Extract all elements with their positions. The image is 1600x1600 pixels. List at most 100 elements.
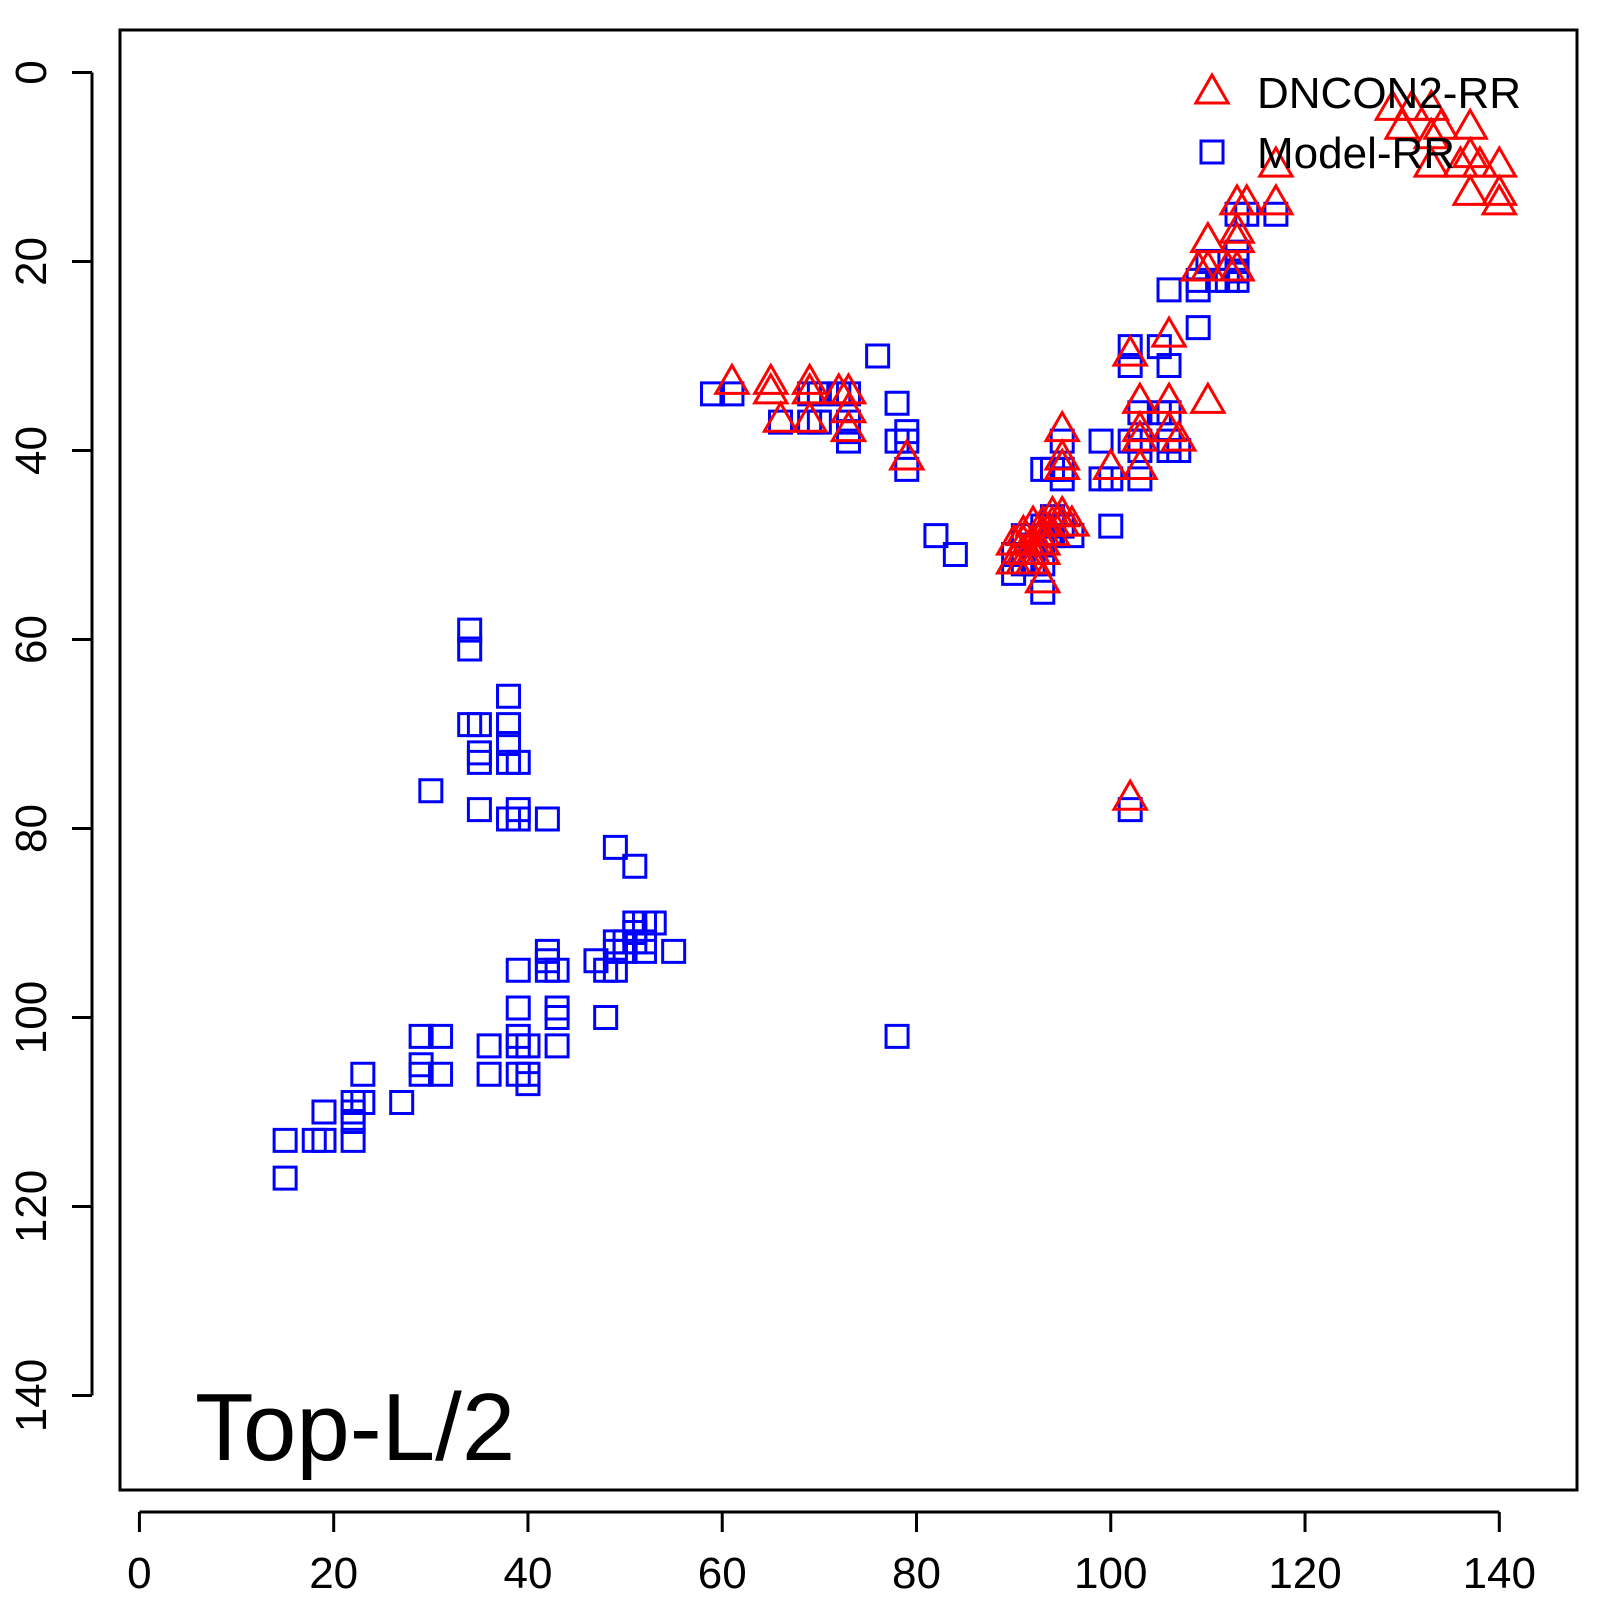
dncon2-rr-point xyxy=(1461,145,1499,178)
model-rr-point xyxy=(1117,352,1143,378)
model-rr-point xyxy=(1127,466,1153,492)
model-rr-point xyxy=(428,1061,454,1087)
model-rr-point xyxy=(865,343,891,369)
legend-label-dncon2-rr: DNCON2-RR xyxy=(1257,69,1521,118)
model-rr-point xyxy=(476,1033,502,1059)
model-rr-point xyxy=(534,806,560,832)
dncon2-rr-point xyxy=(713,362,751,395)
y-tick-label: 140 xyxy=(7,1359,56,1432)
dncon2-rr-point xyxy=(1024,523,1062,556)
y-tick-label: 100 xyxy=(7,981,56,1054)
model-rr-point xyxy=(544,957,570,983)
model-rr-point xyxy=(1263,201,1289,227)
model-rr-point xyxy=(622,853,648,879)
model-rr-point xyxy=(476,1061,502,1087)
x-axis: 0 20 40 60 80 100 120 140 xyxy=(127,1510,1536,1598)
model-rr-point xyxy=(350,1061,376,1087)
model-rr-point xyxy=(1224,267,1250,293)
model-rr-point xyxy=(311,1099,337,1125)
model-rr-point xyxy=(428,1023,454,1049)
dncon2-rr-point xyxy=(1043,447,1081,480)
x-tick-label: 60 xyxy=(698,1549,747,1598)
model-rr-point xyxy=(505,995,531,1021)
legend-label-model-rr: Model-RR xyxy=(1257,129,1455,178)
model-rr-point xyxy=(311,1127,337,1153)
dncon2-rr-point xyxy=(1383,107,1421,140)
dncon2-rr-point xyxy=(1393,88,1431,121)
model-rr-point xyxy=(544,995,570,1021)
model-rr-point xyxy=(466,797,492,823)
y-tick-label: 60 xyxy=(7,615,56,664)
dncon2-rr-point xyxy=(829,409,868,443)
dncon2-rr-point xyxy=(1092,447,1130,480)
model-rr-point xyxy=(1185,315,1211,341)
x-tick-label: 100 xyxy=(1074,1549,1147,1598)
model-rr-point xyxy=(418,778,444,804)
model-rr-point xyxy=(505,806,531,832)
model-rr-point xyxy=(505,749,531,775)
legend-marker-model-rr xyxy=(1199,139,1225,165)
dncon2-rr-point xyxy=(761,400,800,433)
model-rr-point xyxy=(661,938,687,964)
x-tick-label: 0 xyxy=(127,1549,151,1598)
model-rr-point xyxy=(593,1005,619,1031)
model-rr-point xyxy=(602,834,628,860)
model-rr-point xyxy=(884,1023,910,1049)
model-rr-point xyxy=(641,910,667,936)
model-rr-point xyxy=(1049,428,1075,454)
data-points xyxy=(272,88,1519,1191)
dncon2-rr-point xyxy=(1043,437,1081,471)
y-tick-label: 40 xyxy=(7,426,56,475)
x-tick-label: 80 xyxy=(892,1549,941,1598)
dncon2-rr-point xyxy=(1111,334,1149,367)
dncon2-rr-point xyxy=(1412,145,1451,178)
legend: DNCON2-RR Model-RR xyxy=(1193,69,1521,178)
dncon2-rr-point xyxy=(1179,248,1217,282)
model-rr-point xyxy=(1098,513,1124,539)
model-rr-point xyxy=(272,1127,298,1153)
dncon2-rr-point xyxy=(1121,447,1159,480)
dncon2-rr-point xyxy=(1150,315,1188,348)
model-rr-point xyxy=(719,381,745,407)
dncon2-rr-point xyxy=(829,371,868,405)
model-rr-point xyxy=(544,1005,570,1031)
dncon2-rr-point xyxy=(1208,248,1247,282)
model-rr-point xyxy=(1156,277,1182,303)
model-rr-point xyxy=(894,456,920,482)
x-tick-label: 120 xyxy=(1268,1549,1341,1598)
plot-frame xyxy=(118,28,1579,1492)
y-tick-label: 20 xyxy=(7,237,56,286)
y-axis: 0 20 40 60 80 100 120 140 xyxy=(7,60,94,1432)
dncon2-rr-point xyxy=(1189,381,1227,414)
dncon2-rr-point xyxy=(1422,107,1460,140)
dncon2-rr-point xyxy=(1451,173,1489,206)
model-rr-point xyxy=(457,636,483,662)
model-rr-point xyxy=(1117,797,1143,823)
dncon2-rr-point xyxy=(1480,173,1519,206)
y-tick-label: 120 xyxy=(7,1170,56,1243)
x-tick-label: 140 xyxy=(1463,1549,1536,1598)
model-rr-point xyxy=(466,712,492,738)
x-tick-label: 20 xyxy=(309,1549,358,1598)
dncon2-rr-point xyxy=(1257,182,1295,216)
dncon2-rr-point xyxy=(790,362,829,395)
model-rr-point xyxy=(466,740,492,766)
dncon2-rr-point xyxy=(1014,541,1052,575)
model-rr-point xyxy=(923,523,949,549)
dncon2-rr-point xyxy=(1111,778,1149,811)
panel-annotation: Top-L/2 xyxy=(195,1374,515,1481)
dncon2-rr-point xyxy=(1257,145,1295,178)
model-rr-point xyxy=(602,957,628,983)
model-rr-point xyxy=(1098,466,1124,492)
dncon2-rr-point xyxy=(1024,560,1062,594)
model-rr-point xyxy=(389,1090,415,1116)
model-rr-point xyxy=(272,1165,298,1191)
model-rr-point xyxy=(515,1071,541,1097)
model-rr-point xyxy=(632,938,658,964)
dncon2-rr-point xyxy=(1053,504,1091,537)
model-rr-point xyxy=(583,948,609,974)
model-rr-point xyxy=(884,390,910,416)
dncon2-rr-point xyxy=(1121,409,1159,443)
model-rr-point xyxy=(466,749,492,775)
